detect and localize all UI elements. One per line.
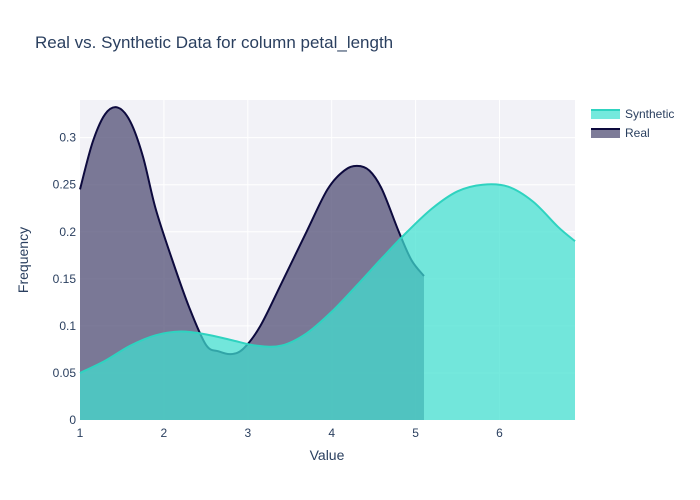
y-tick-label: 0.3 — [59, 131, 76, 145]
legend-item-real[interactable]: Real — [591, 126, 650, 140]
x-tick-label: 5 — [412, 426, 419, 440]
x-tick-label: 4 — [328, 426, 335, 440]
chart-title: Real vs. Synthetic Data for column petal… — [35, 33, 394, 52]
synthetic-area[interactable] — [80, 184, 575, 420]
y-tick-label: 0.25 — [53, 178, 77, 192]
legend-item-synthetic[interactable]: Synthetic — [591, 107, 674, 121]
y-axis-title: Frequency — [15, 227, 31, 293]
x-tick-label: 3 — [244, 426, 251, 440]
y-tick-label: 0.1 — [59, 319, 76, 333]
y-tick-label: 0.05 — [53, 366, 77, 380]
x-tick-label: 1 — [77, 426, 84, 440]
x-tick-label: 6 — [496, 426, 503, 440]
legend[interactable]: Synthetic Real — [591, 107, 674, 140]
y-tick-label: 0 — [69, 413, 76, 427]
legend-label-synthetic: Synthetic — [625, 107, 674, 121]
synthetic-line[interactable] — [79, 183, 576, 374]
x-tick-label: 2 — [161, 426, 168, 440]
y-tick-label: 0.2 — [59, 225, 76, 239]
axes: 1 2 3 4 5 6 0 0.05 0.1 0.15 0.2 0.25 0.3 — [53, 131, 504, 440]
series-layer — [79, 106, 576, 420]
legend-label-real: Real — [625, 126, 650, 140]
legend-swatch-synthetic — [591, 110, 620, 119]
legend-swatch-real — [591, 129, 620, 138]
y-tick-label: 0.15 — [53, 272, 77, 286]
x-axis-title: Value — [310, 447, 345, 463]
